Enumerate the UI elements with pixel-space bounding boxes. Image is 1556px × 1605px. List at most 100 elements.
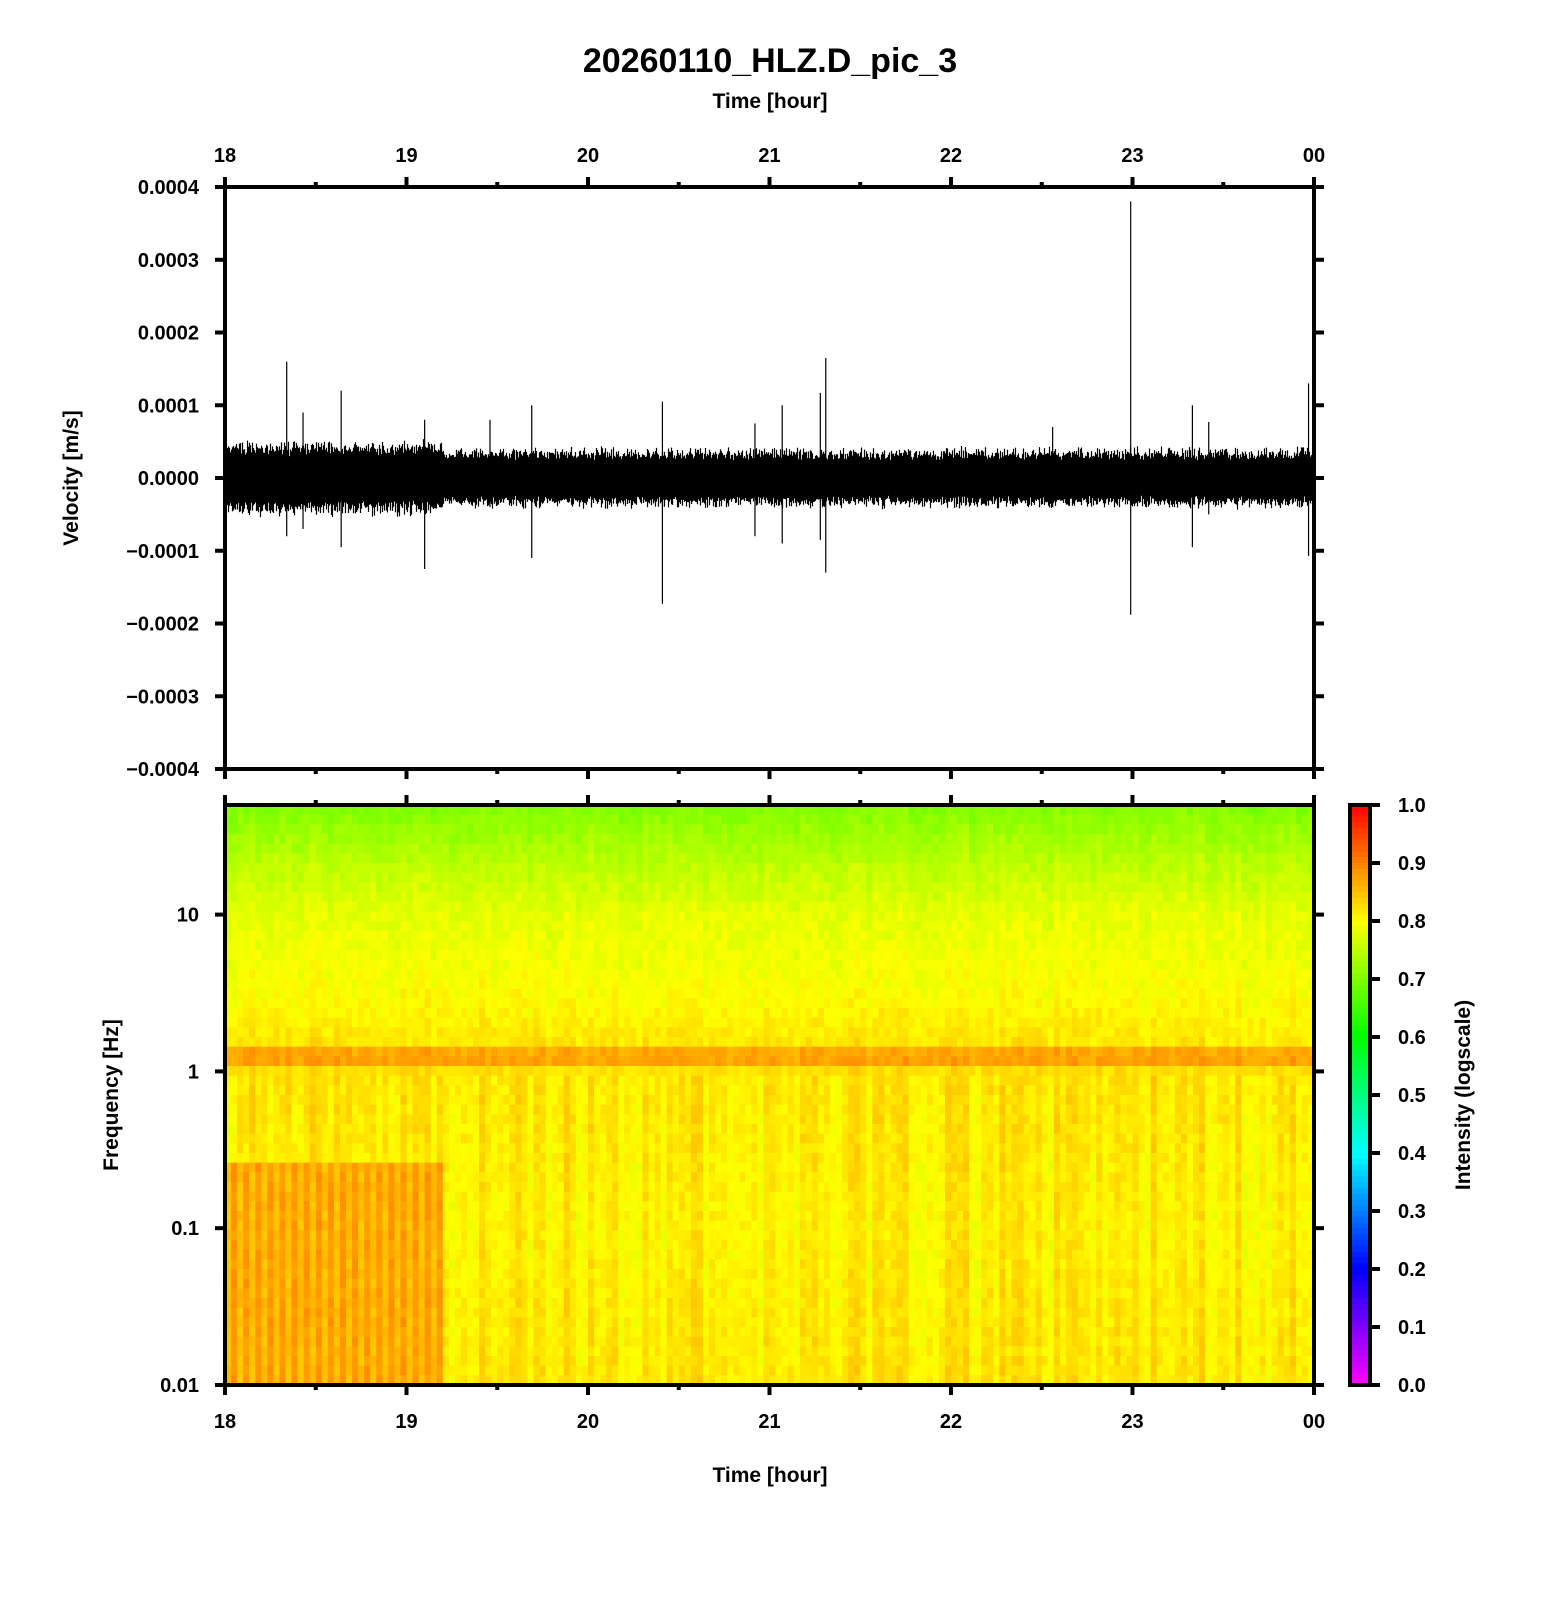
spectrogram-cell xyxy=(394,872,402,883)
spectrogram-cell xyxy=(612,1307,619,1318)
spectrogram-cell xyxy=(291,882,299,893)
spectrogram-cell xyxy=(225,1356,232,1367)
spectrogram-cell xyxy=(569,824,577,835)
spectrogram-cell xyxy=(231,1201,238,1212)
spectrogram-cell xyxy=(424,1278,432,1289)
spectrogram-cell xyxy=(297,1046,305,1057)
spectrogram-cell xyxy=(479,1124,486,1135)
spectrogram-cell xyxy=(479,1075,486,1086)
spectrogram-cell xyxy=(376,1114,383,1125)
spectrogram-cell xyxy=(460,950,468,961)
spectrogram-cell xyxy=(309,1356,317,1367)
spectrogram-cell xyxy=(297,901,305,912)
spectrogram-cell xyxy=(648,979,656,990)
spectrogram-cell xyxy=(364,1249,371,1260)
spectrogram-cell xyxy=(460,1211,468,1222)
spectrogram-cell xyxy=(339,1288,347,1299)
spectrogram-cell xyxy=(575,843,583,854)
spectrogram-cell xyxy=(358,950,365,961)
spectrogram-cell xyxy=(624,950,631,961)
spectrogram-cell xyxy=(666,959,674,970)
spectrogram-cell xyxy=(624,1336,631,1347)
spectrogram-cell xyxy=(460,1220,468,1231)
spectrogram-cell xyxy=(370,1046,377,1057)
spectrogram-cell xyxy=(551,1172,559,1183)
spectrogram-cell xyxy=(327,1172,335,1183)
spectrogram-cell xyxy=(557,824,565,835)
spectrogram-cell xyxy=(412,1114,420,1125)
spectrogram-cell xyxy=(321,1307,329,1318)
spectrogram-cell xyxy=(231,921,238,932)
spectrogram-cell xyxy=(672,1124,680,1135)
spectrogram-cell xyxy=(273,969,281,980)
spectrogram-cell xyxy=(370,1056,377,1067)
spectrogram-cell xyxy=(473,814,480,825)
spectrogram-cell xyxy=(376,969,383,980)
spectrogram-cell xyxy=(666,1346,674,1357)
spectrogram-cell xyxy=(412,988,420,999)
spectrogram-cell xyxy=(261,1114,268,1125)
spectrogram-cell xyxy=(497,1240,504,1251)
spectrogram-cell xyxy=(606,988,613,999)
spectrogram-cell xyxy=(460,892,468,903)
spectrogram-cell xyxy=(654,998,662,1009)
spectrogram-cell xyxy=(654,969,662,980)
spectrogram-cell xyxy=(364,805,371,816)
spectrogram-cell xyxy=(370,834,377,845)
spectrogram-cell xyxy=(678,1298,686,1309)
spectrogram-cell xyxy=(382,1278,389,1289)
spectrogram-cell xyxy=(491,1365,498,1376)
spectrogram-cell xyxy=(497,940,504,951)
spectrogram-cell xyxy=(333,882,341,893)
spectrogram-cell xyxy=(479,853,486,864)
spectrogram-cell xyxy=(473,1133,480,1144)
spectrogram-cell xyxy=(545,1172,553,1183)
spectrogram-cell xyxy=(491,1085,498,1096)
spectrogram-cell xyxy=(454,1162,462,1173)
spectrogram-cell xyxy=(436,1278,444,1289)
spectrogram-cell xyxy=(267,1211,274,1222)
spectrogram-cell xyxy=(696,1346,704,1357)
spectrogram-cell xyxy=(569,1317,577,1328)
spectrogram-cell xyxy=(321,1037,329,1048)
spectrogram-cell xyxy=(678,1075,686,1086)
spectrogram-cell xyxy=(309,1211,317,1222)
spectrogram-cell xyxy=(600,814,607,825)
spectrogram-cell xyxy=(503,1172,510,1183)
spectrogram-cell xyxy=(364,1298,371,1309)
spectrogram-cell xyxy=(400,1346,408,1357)
spectrogram-cell xyxy=(442,1162,450,1173)
spectrogram-cell xyxy=(485,1220,492,1231)
spectrogram-cell xyxy=(327,921,335,932)
spectrogram-cell xyxy=(346,1056,353,1067)
spectrogram-cell xyxy=(721,1124,728,1135)
spectrogram-cell xyxy=(702,1085,710,1096)
spectrogram-cell xyxy=(225,1008,232,1019)
spectrogram-cell xyxy=(406,930,414,941)
spectrogram-cell xyxy=(618,1365,625,1376)
spectrogram-cell xyxy=(660,1104,668,1115)
spectrogram-cell xyxy=(352,834,359,845)
spectrogram-cell xyxy=(388,1104,395,1115)
spectrogram-cell xyxy=(497,1259,504,1270)
spectrogram-cell xyxy=(509,959,516,970)
spectrogram-cell xyxy=(382,1143,389,1154)
spectrogram-cell xyxy=(231,1288,238,1299)
spectrogram-cell xyxy=(285,921,293,932)
spectrogram-cell xyxy=(594,1066,601,1077)
spectrogram-cell xyxy=(430,1307,438,1318)
spectrogram-cell xyxy=(660,1114,668,1125)
spectrogram-cell xyxy=(606,1133,613,1144)
spectrogram-cell xyxy=(660,853,668,864)
spectrogram-cell xyxy=(521,1008,529,1019)
spectrogram-cell xyxy=(624,1172,631,1183)
spectrogram-cell xyxy=(388,1075,395,1086)
spectrogram-cell xyxy=(588,950,595,961)
spectrogram-cell xyxy=(545,950,553,961)
spectrogram-cell xyxy=(321,872,329,883)
spectrogram-cell xyxy=(606,1298,613,1309)
spectrogram-cell xyxy=(358,1211,365,1222)
spectrogram-cell xyxy=(630,1162,637,1173)
spectrogram-cell xyxy=(267,1269,274,1280)
spectrogram-cell xyxy=(255,988,262,999)
